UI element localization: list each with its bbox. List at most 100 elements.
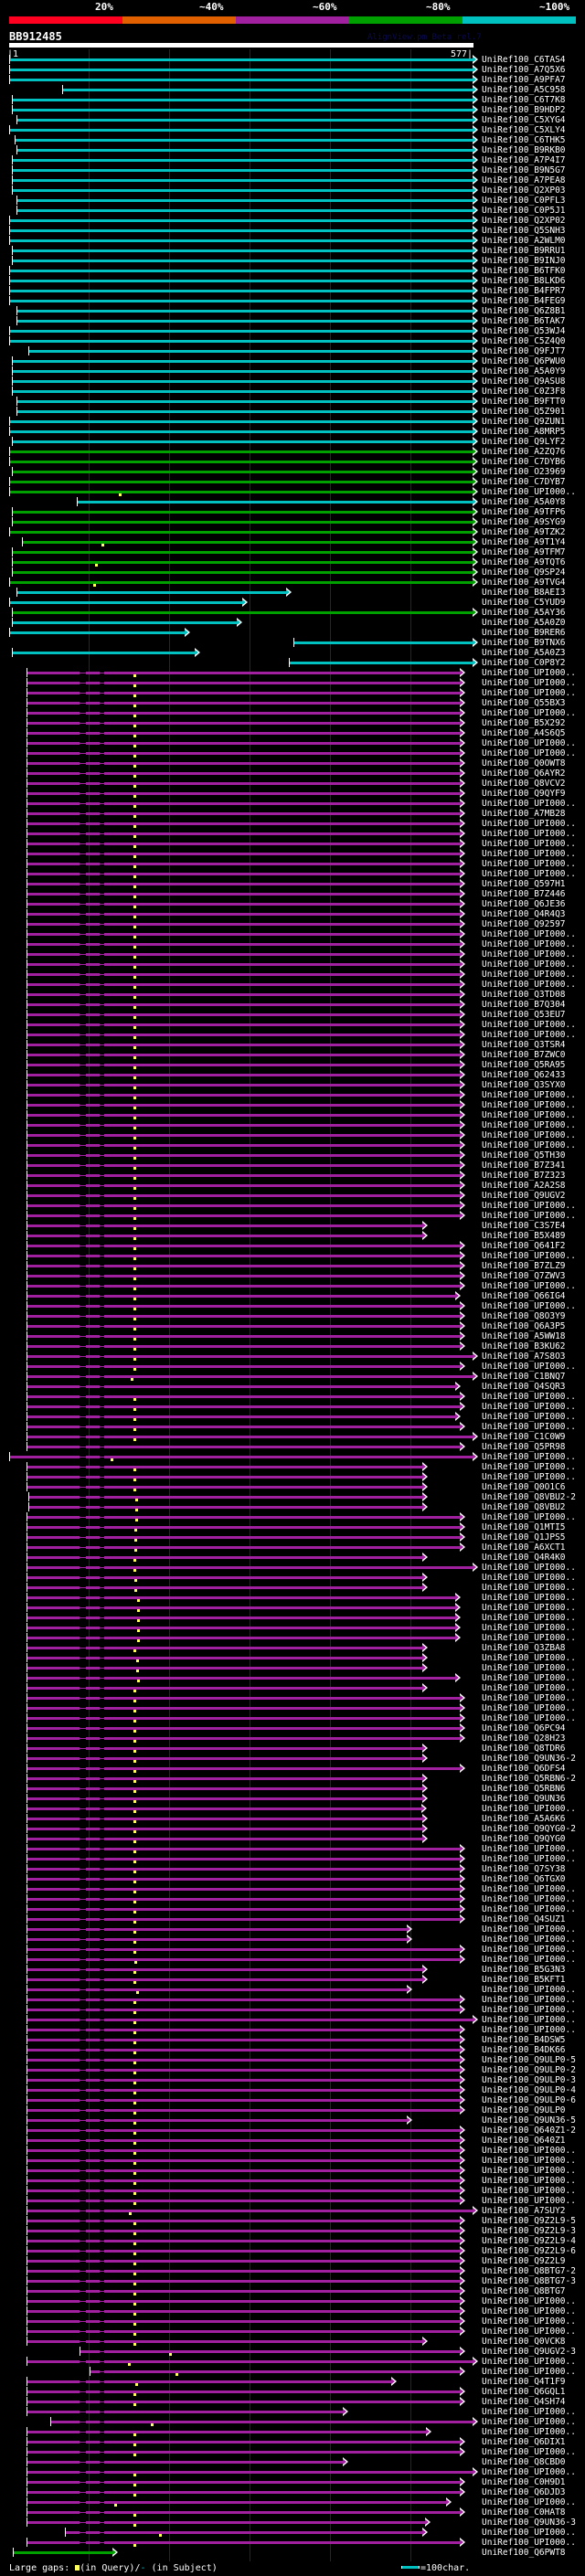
hit-label[interactable]: UniRef100_A7SUY2 [482,2206,566,2216]
hit-label[interactable]: UniRef100_C5Z4Q0 [482,336,566,346]
hit-label[interactable]: UniRef100_UPI000.. [482,1110,576,1120]
hit-row[interactable]: UniRef100_C0PFL3 [0,196,585,206]
hit-label[interactable]: UniRef100_Q66IG4 [482,1291,566,1301]
hit-label[interactable]: UniRef100_UPI000.. [482,1844,576,1854]
hit-label[interactable]: UniRef100_Q3TSR4 [482,1040,566,1050]
hit-label[interactable]: UniRef100_UPI000.. [482,2296,576,2306]
hit-row[interactable]: UniRef100_UPI000.. [0,1211,585,1221]
hit-row[interactable]: UniRef100_UPI000.. [0,1583,585,1593]
hit-row[interactable]: UniRef100_Q7SY38 [0,1864,585,1874]
hit-row[interactable]: UniRef100_C1C0W9 [0,1432,585,1442]
hit-row[interactable]: UniRef100_UPI000.. [0,970,585,980]
hit-row[interactable]: UniRef100_UPI000.. [0,2005,585,2015]
hit-label[interactable]: UniRef100_Q3SYX0 [482,1080,566,1090]
hit-label[interactable]: UniRef100_C6T7K8 [482,95,566,105]
hit-label[interactable]: UniRef100_UPI000.. [482,1633,576,1643]
hit-label[interactable]: UniRef100_Q5Z901 [482,407,566,417]
hit-label[interactable]: UniRef100_UPI000.. [482,1452,576,1462]
hit-row[interactable]: UniRef100_Q6DFS4 [0,1764,585,1774]
hit-label[interactable]: UniRef100_UPI000.. [482,1703,576,1713]
hit-label[interactable]: UniRef100_A7MB28 [482,809,566,819]
hit-label[interactable]: UniRef100_UPI000.. [482,1100,576,1110]
hit-row[interactable]: UniRef100_UPI000.. [0,1985,585,1995]
hit-row[interactable]: UniRef100_UPI000.. [0,1140,585,1150]
hit-row[interactable]: UniRef100_A2A2S8 [0,1181,585,1191]
hit-label[interactable]: UniRef100_Q8O3Y9 [482,1311,566,1321]
hit-row[interactable]: UniRef100_A5WW18 [0,1331,585,1341]
hit-row[interactable]: UniRef100_UPI000.. [0,688,585,698]
hit-label[interactable]: UniRef100_UPI000.. [482,1884,576,1894]
hit-label[interactable]: UniRef100_Q7SY38 [482,1864,566,1874]
hit-row[interactable]: UniRef100_UPI000.. [0,2176,585,2186]
hit-row[interactable]: UniRef100_B9FTT0 [0,397,585,407]
hit-row[interactable]: UniRef100_UPI000.. [0,799,585,809]
hit-row[interactable]: UniRef100_A8MRP5 [0,427,585,437]
hit-label[interactable]: UniRef100_UPI000.. [482,1683,576,1693]
hit-label[interactable]: UniRef100_Q4SQR3 [482,1382,566,1392]
hit-row[interactable]: UniRef100_UPI000.. [0,1412,585,1422]
hit-row[interactable]: UniRef100_Q0VCK8 [0,2337,585,2347]
hit-label[interactable]: UniRef100_UPI000.. [482,1854,576,1864]
hit-label[interactable]: UniRef100_B7Z341 [482,1161,566,1171]
hit-label[interactable]: UniRef100_Q9Z2L9-6 [482,2246,576,2256]
hit-row[interactable]: UniRef100_UPI000.. [0,1020,585,1030]
hit-row[interactable]: UniRef100_UPI000.. [0,2357,585,2367]
hit-label[interactable]: UniRef100_UPI000.. [482,2015,576,2025]
hit-label[interactable]: UniRef100_Q4R4Q3 [482,909,566,919]
hit-label[interactable]: UniRef100_B9HDP2 [482,105,566,115]
hit-label[interactable]: UniRef100_C1C0W9 [482,1432,566,1442]
hit-row[interactable]: UniRef100_C0HAT8 [0,2507,585,2518]
hit-label[interactable]: UniRef100_Q9ULP0 [482,2105,566,2115]
hit-row[interactable]: UniRef100_Q53WJ4 [0,326,585,336]
hit-row[interactable]: UniRef100_Q9UGV2-3 [0,2347,585,2357]
hit-label[interactable]: UniRef100_A7S8O3 [482,1352,566,1362]
hit-row[interactable]: UniRef100_A2ZQ76 [0,447,585,457]
hit-row[interactable]: UniRef100_B9RKB0 [0,145,585,155]
hit-label[interactable]: UniRef100_UPI000.. [482,1402,576,1412]
hit-label[interactable]: UniRef100_UPI000.. [482,2407,576,2417]
hit-label[interactable]: UniRef100_Q5RBN6-2 [482,1774,576,1784]
hit-row[interactable]: UniRef100_B6TFK0 [0,266,585,276]
hit-label[interactable]: UniRef100_UPI000.. [482,2025,576,2035]
hit-row[interactable]: UniRef100_UPI000.. [0,2528,585,2538]
hit-row[interactable]: UniRef100_Q9ULP0-5 [0,2055,585,2065]
hit-label[interactable]: UniRef100_Q3ZBA8 [482,1643,566,1653]
hit-label[interactable]: UniRef100_UPI000.. [482,1412,576,1422]
hit-label[interactable]: UniRef100_UPI000.. [482,2316,576,2327]
hit-row[interactable]: UniRef100_UPI000.. [0,1995,585,2005]
hit-row[interactable]: UniRef100_UPI000.. [0,1563,585,1573]
hit-row[interactable]: UniRef100_UPI000.. [0,1462,585,1472]
hit-label[interactable]: UniRef100_UPI000.. [482,2417,576,2427]
hit-row[interactable]: UniRef100_UPI000.. [0,1452,585,1462]
hit-row[interactable]: UniRef100_Q9ULP0 [0,2105,585,2115]
hit-label[interactable]: UniRef100_Q9ULP0-6 [482,2095,576,2105]
hit-row[interactable]: UniRef100_UPI000.. [0,1623,585,1633]
hit-row[interactable]: UniRef100_A4S6Q5 [0,728,585,738]
hit-row[interactable]: UniRef100_Q4T1F9 [0,2377,585,2387]
hit-row[interactable]: UniRef100_Q9ULP0-2 [0,2065,585,2075]
hit-row[interactable]: UniRef100_UPI000.. [0,2296,585,2306]
hit-row[interactable]: UniRef100_C0Z3F8 [0,387,585,397]
hit-label[interactable]: UniRef100_Q8VBU2 [482,1502,566,1512]
hit-label[interactable]: UniRef100_UPI000.. [482,2005,576,2015]
hit-label[interactable]: UniRef100_UPI000.. [482,748,576,758]
hit-row[interactable]: UniRef100_UPI000.. [0,2306,585,2316]
hit-label[interactable]: UniRef100_UPI000.. [482,668,576,678]
hit-row[interactable]: UniRef100_C5Z4Q0 [0,336,585,346]
hit-label[interactable]: UniRef100_A9TZK2 [482,527,566,537]
hit-label[interactable]: UniRef100_Q6Z8B1 [482,306,566,316]
hit-row[interactable]: UniRef100_Q9Z2L9-3 [0,2226,585,2236]
hit-row[interactable]: UniRef100_Q9ZUN1 [0,417,585,427]
hit-label[interactable]: UniRef100_Q9ZUN1 [482,417,566,427]
hit-label[interactable]: UniRef100_Q9UN36 [482,1794,566,1804]
hit-label[interactable]: UniRef100_Q0OWT8 [482,758,566,769]
hit-label[interactable]: UniRef100_Q4R4K0 [482,1553,566,1563]
hit-row[interactable]: UniRef100_Q5TH30 [0,1150,585,1161]
hit-row[interactable]: UniRef100_Q9Z2L9-6 [0,2246,585,2256]
hit-label[interactable]: UniRef100_UPI000.. [482,2538,576,2548]
hit-row[interactable]: UniRef100_UPI000.. [0,859,585,869]
hit-row[interactable]: UniRef100_UPI000.. [0,2166,585,2176]
hit-label[interactable]: UniRef100_Q2XP03 [482,186,566,196]
hit-row[interactable]: UniRef100_UPI000.. [0,1955,585,1965]
hit-row[interactable]: UniRef100_Q641F2 [0,1241,585,1251]
